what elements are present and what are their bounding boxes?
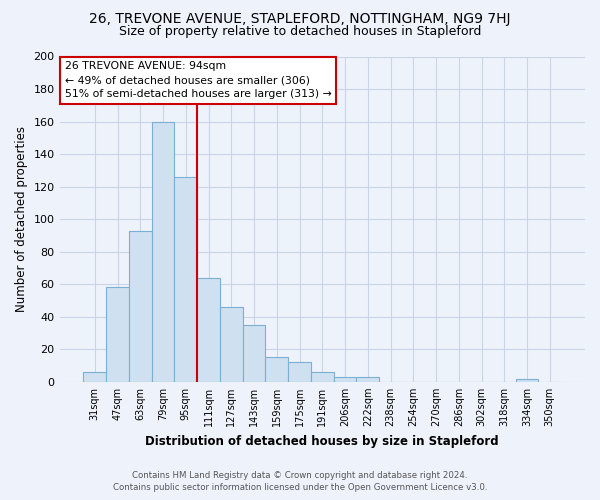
Bar (83, 372, 106, 382)
Bar (265, 358, 288, 382)
Bar (197, 278, 220, 382)
X-axis label: Distribution of detached houses by size in Stapleford: Distribution of detached houses by size … (145, 434, 499, 448)
Bar (311, 372, 334, 382)
Bar (288, 362, 311, 382)
Bar (129, 230, 152, 382)
Bar (334, 377, 356, 382)
Bar (515, 378, 538, 382)
Bar (175, 177, 197, 382)
Bar (106, 288, 129, 382)
Text: 26 TREVONE AVENUE: 94sqm
← 49% of detached houses are smaller (306)
51% of semi-: 26 TREVONE AVENUE: 94sqm ← 49% of detach… (65, 62, 332, 100)
Text: 26, TREVONE AVENUE, STAPLEFORD, NOTTINGHAM, NG9 7HJ: 26, TREVONE AVENUE, STAPLEFORD, NOTTINGH… (89, 12, 511, 26)
Text: Contains HM Land Registry data © Crown copyright and database right 2024.
Contai: Contains HM Land Registry data © Crown c… (113, 471, 487, 492)
Bar (152, 122, 175, 382)
Bar (242, 325, 265, 382)
Y-axis label: Number of detached properties: Number of detached properties (15, 126, 28, 312)
Text: Size of property relative to detached houses in Stapleford: Size of property relative to detached ho… (119, 25, 481, 38)
Bar (220, 307, 242, 382)
Bar (356, 377, 379, 382)
